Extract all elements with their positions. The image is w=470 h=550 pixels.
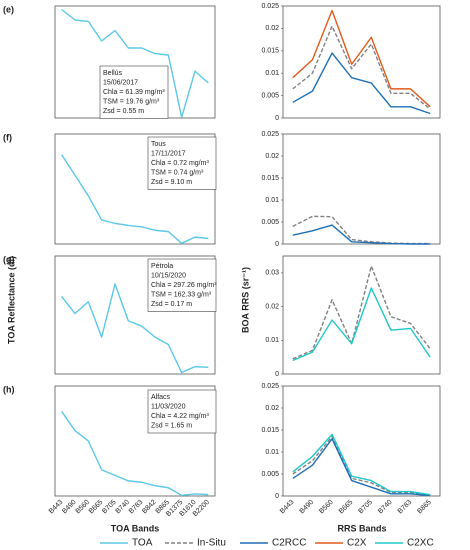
plot-frame: [54, 255, 216, 375]
annotation-text: 11/03/2020: [151, 403, 186, 410]
series-line: [292, 52, 431, 115]
y-tick-label: 0.025: [261, 383, 279, 390]
legend-label: In-Situ: [197, 538, 226, 549]
y-tick-label: 0.025: [261, 3, 279, 10]
y-tick-label: 0: [275, 371, 279, 378]
y-tick-label: 0: [275, 493, 279, 500]
annotation-text: Pétrola: [151, 263, 173, 270]
y-tick-label: 0.005: [261, 219, 279, 226]
y-tick-label: 0.015: [261, 48, 279, 55]
annotation-text: Chla = 61.39 mg/m³: [103, 89, 165, 96]
y-tick-label: 0.02: [265, 303, 279, 310]
y-tick-label: 0.015: [261, 427, 279, 434]
annotation-text: 15/06/2017: [103, 79, 138, 86]
y-tick-label: 0.01: [265, 70, 279, 77]
series-line: [61, 8, 209, 118]
x-tick-label: B783: [128, 499, 145, 516]
x-axis-title: TOA Bands: [111, 523, 160, 533]
series-line: [292, 435, 431, 496]
panel-label: (f): [3, 132, 12, 142]
y-tick-label: 0.01: [265, 449, 279, 456]
x-tick-label: B443: [279, 499, 296, 516]
x-tick-label: B783: [397, 499, 414, 516]
x-tick-label: B665: [338, 499, 355, 516]
annotation-text: Zsd = 9.10 m: [151, 179, 192, 186]
y-axis-title: BOA RRS (sr⁻¹): [240, 267, 250, 333]
y-tick-label: 0.01: [265, 337, 279, 344]
series-line: [61, 411, 209, 497]
annotation-text: Chla = 297.26 mg/m³: [151, 282, 217, 289]
x-tick-label: B740: [377, 499, 394, 516]
annotation-text: Tous: [151, 141, 166, 148]
x-tick-label: B443: [48, 499, 65, 516]
x-tick-label: B560: [75, 499, 92, 516]
x-tick-label: B490: [299, 499, 316, 516]
plot-frame: [282, 5, 441, 119]
y-tick-label: 0.02: [265, 25, 279, 32]
annotation-text: TSM = 162.33 g/m³: [151, 291, 212, 298]
y-tick-label: 0.03: [265, 270, 279, 277]
x-tick-label: B560: [318, 499, 335, 516]
annotation-text: TSM = 19.76 g/m³: [103, 98, 160, 105]
x-tick-label: B705: [101, 499, 118, 516]
legend-label: C2X: [347, 538, 367, 549]
series-line: [292, 287, 431, 362]
plot-frame: [282, 255, 441, 375]
annotation-box: [147, 389, 217, 434]
panel-label: (h): [3, 384, 15, 394]
annotation-box: [147, 258, 217, 312]
series-line: [61, 283, 209, 374]
x-tick-label: B740: [115, 499, 132, 516]
annotation-text: Zsd = 0.55 m: [103, 108, 144, 115]
annotation-text: Bellús: [103, 70, 123, 77]
annotation-text: 17/11/2017: [151, 150, 186, 157]
annotation-text: Chla = 4.22 mg/m³: [151, 413, 209, 420]
panel-label: (e): [3, 4, 14, 14]
annotation-box: [147, 136, 217, 190]
legend-label: C2RCC: [272, 538, 306, 549]
x-tick-label: B842: [141, 499, 158, 516]
x-tick-label: B865: [416, 499, 433, 516]
y-tick-label: 0.01: [265, 197, 279, 204]
series-line: [292, 9, 431, 108]
series-line: [61, 154, 209, 245]
annotation-text: 10/15/2020: [151, 272, 186, 279]
y-tick-label: 0.015: [261, 175, 279, 182]
y-tick-label: 0: [275, 115, 279, 122]
y-axis-title: TOA Reflectance (dl): [6, 256, 16, 344]
series-line: [292, 433, 431, 496]
annotation-text: TSM = 0.74 g/m³: [151, 169, 204, 176]
y-tick-label: 0.025: [261, 131, 279, 138]
annotation-box: [99, 65, 169, 119]
series-line: [292, 265, 431, 360]
x-tick-label: B705: [358, 499, 375, 516]
annotation-text: Chla = 0.72 mg/m³: [151, 160, 209, 167]
y-tick-label: 0.02: [265, 405, 279, 412]
y-tick-label: 0: [275, 241, 279, 248]
y-tick-label: 0.005: [261, 92, 279, 99]
plot-frame: [54, 385, 216, 497]
annotation-text: Zsd = 1.65 m: [151, 422, 192, 429]
plot-frame: [282, 385, 441, 497]
series-line: [292, 438, 431, 497]
series-line: [292, 224, 431, 245]
y-tick-label: 0.005: [261, 471, 279, 478]
panel-label: (g): [3, 254, 15, 264]
legend-label: C2XC: [407, 538, 434, 549]
annotation-text: Alfacs: [151, 394, 171, 401]
y-tick-label: 0.02: [265, 153, 279, 160]
annotation-text: Zsd = 0.17 m: [151, 301, 192, 308]
x-tick-label: B490: [61, 499, 78, 516]
x-axis-title: RRS Bands: [337, 523, 386, 533]
legend-label: TOA: [132, 538, 153, 549]
plot-frame: [282, 133, 441, 245]
series-line: [292, 25, 431, 110]
x-tick-label: B665: [88, 499, 105, 516]
